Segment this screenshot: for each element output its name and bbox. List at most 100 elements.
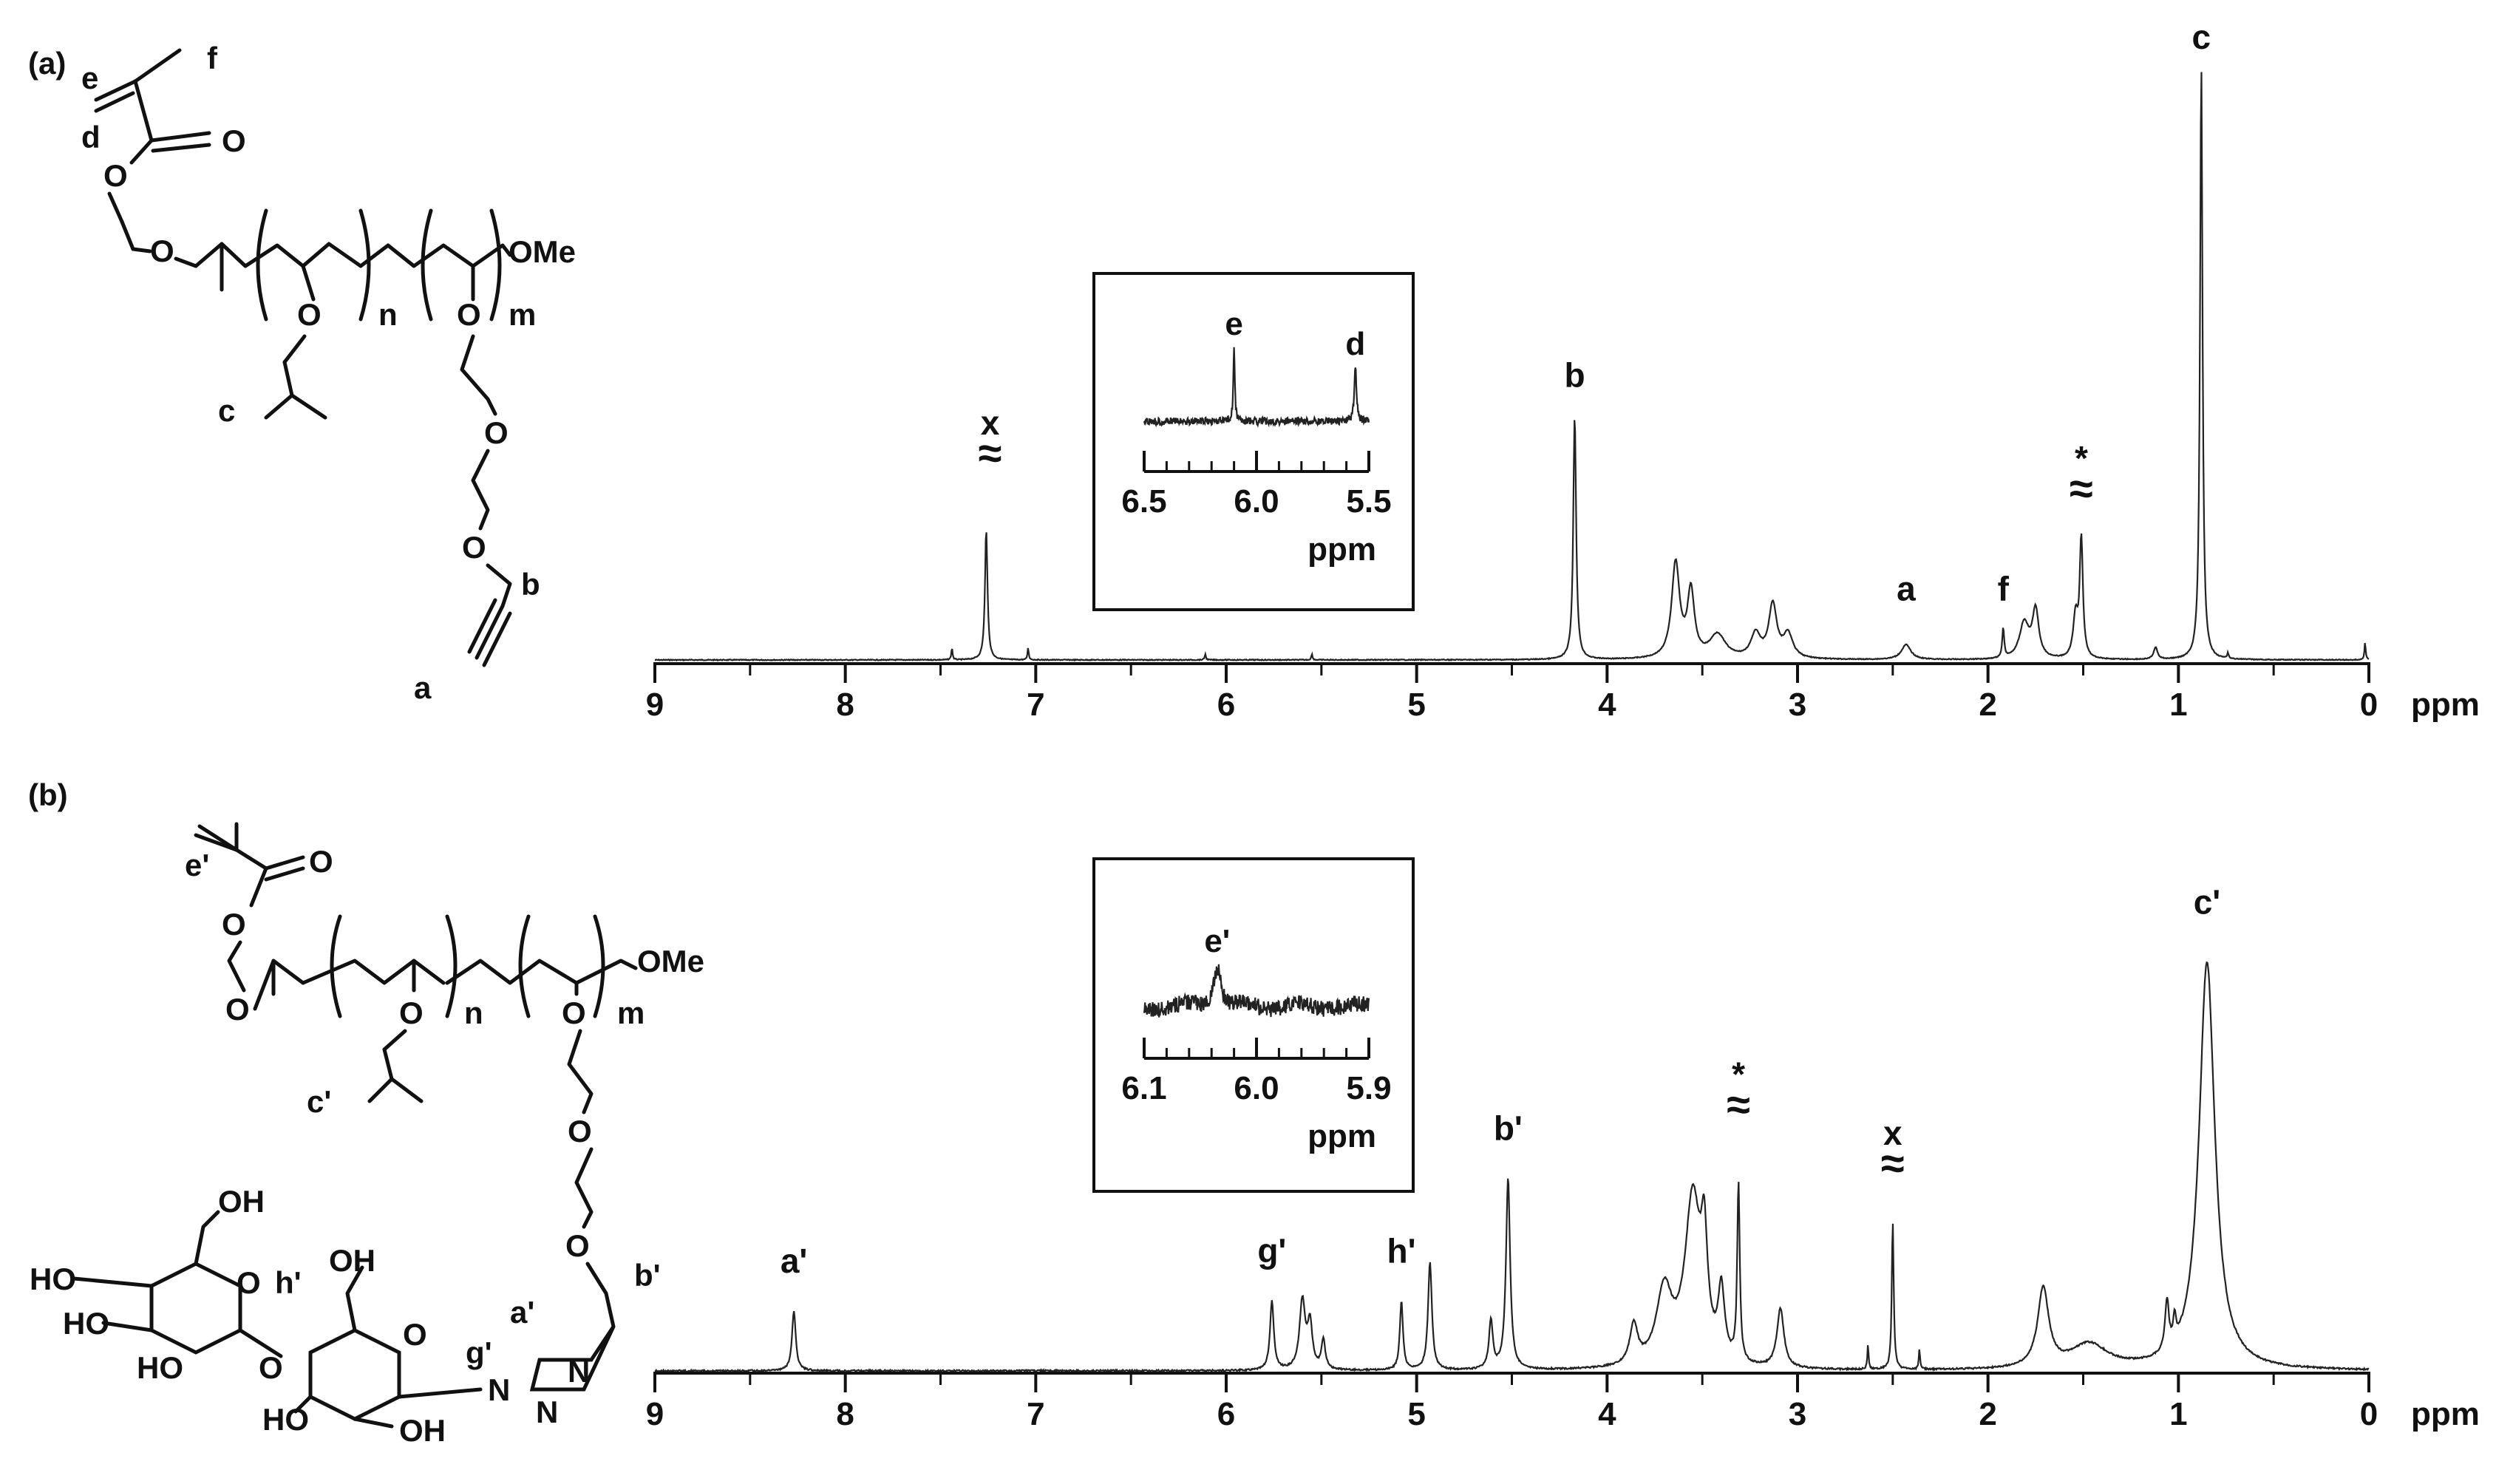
x-tick-label: 0: [2360, 687, 2378, 723]
proton-label-b-prime: b': [634, 1258, 661, 1293]
proton-label-h-prime: h': [275, 1265, 302, 1300]
x-tick-label: 3: [1789, 687, 1806, 723]
bracket-close-n-b: [445, 914, 458, 1018]
atom-label: N: [488, 1372, 510, 1407]
x-tick-label: 4: [1598, 1396, 1616, 1432]
proton-label-e: e: [81, 61, 98, 95]
bracket-open-n: [256, 208, 268, 321]
atom-label: O: [259, 1350, 283, 1385]
atom-label: OH: [329, 1243, 375, 1278]
inset-frame: [1092, 272, 1415, 611]
x-tick-label: 2: [1979, 687, 1996, 723]
axis-break-mark: ≈: [1881, 1140, 1905, 1188]
x-tick-label: 9: [646, 687, 664, 723]
panel-label-a: (a): [28, 46, 66, 81]
inset-tick-label: 5.5: [1346, 483, 1391, 520]
x-tick-label: 6: [1217, 687, 1235, 723]
inset-b: 6.1 6.0 5.9 ppm e': [1092, 857, 1415, 1193]
subscript-n-b: n: [464, 995, 483, 1030]
proton-label-f: f: [207, 41, 218, 75]
proton-label-g-prime: g': [466, 1335, 492, 1370]
inset-tick-label: 6.1: [1121, 1070, 1166, 1106]
atom-label: O: [562, 995, 586, 1030]
proton-label-c-prime: c': [307, 1084, 331, 1119]
atom-label-ome: OMe: [509, 234, 576, 269]
structure-a: (a) O O O O n O OMe m O: [28, 41, 576, 705]
x-tick-label: 4: [1598, 687, 1616, 723]
bracket-close-m-b: [593, 914, 605, 1018]
subscript-n: n: [378, 297, 398, 332]
atom-label: O: [225, 992, 250, 1027]
inset-peak-label: d: [1345, 326, 1365, 362]
x-tick-label: 0: [2360, 1396, 2378, 1432]
atom-label-ome-b: OMe: [637, 944, 704, 978]
spectrum-a: x≈ba f*≈c: [654, 18, 2370, 662]
inset-peak-label: e': [1204, 923, 1230, 959]
peak-label: *: [2075, 439, 2088, 477]
atom-label: O: [103, 158, 128, 193]
proton-label-a-prime: a': [510, 1295, 534, 1330]
peak-label: a: [1897, 570, 1916, 608]
atom-label: O: [484, 415, 509, 450]
peak-label: c': [2194, 883, 2221, 922]
peak-label: x: [1883, 1114, 1902, 1152]
axis-break-mark: ≈: [2070, 465, 2093, 513]
atom-label: O: [150, 234, 174, 268]
bracket-close-m: [489, 208, 502, 321]
atom-label: O: [565, 1228, 590, 1263]
x-tick-label: 5: [1407, 687, 1425, 723]
atom-label: O: [457, 297, 481, 332]
peak-label: h': [1387, 1232, 1416, 1270]
atom-label: O: [462, 530, 486, 565]
x-tick-label: 1: [2169, 687, 2187, 723]
axis-break-mark: ≈: [979, 429, 1002, 477]
x-tick-label: 8: [836, 687, 854, 723]
atom-label: O: [403, 1317, 427, 1352]
proton-label-e-prime: e': [185, 848, 209, 882]
x-tick-label: 1: [2169, 1396, 2187, 1432]
inset-tick-label: 6.0: [1234, 483, 1279, 520]
inset-tick-label: 6.0: [1234, 1070, 1279, 1106]
peak-label: b': [1494, 1109, 1523, 1147]
structure-b: (b) O O O O n O OMe m O O: [28, 777, 704, 1448]
inset-x-label: ppm: [1307, 1118, 1376, 1154]
spectrum-trace: [654, 961, 2370, 1374]
atom-label: O: [237, 1265, 261, 1300]
inset-trace: [1143, 347, 1370, 429]
spectrum-b: a' g' h'b'*≈x≈c': [654, 883, 2370, 1374]
bracket-open-m-b: [518, 914, 531, 1018]
x-tick-label: 6: [1217, 1396, 1235, 1432]
panel-label-b: (b): [28, 777, 68, 812]
inset-tick-label: 6.5: [1121, 483, 1166, 520]
inset-frame: [1092, 857, 1415, 1193]
atom-label: O: [568, 1114, 592, 1148]
x-axis-label: ppm: [2411, 1396, 2480, 1432]
atom-label: HO: [137, 1350, 183, 1385]
inset-a: 6.5 6.0 5.5 ppm e d: [1092, 272, 1415, 611]
proton-label-b: b: [521, 567, 540, 602]
x-axis-b: 9 8 7 6 5 4 3 2 1 0 ppm: [646, 1372, 2480, 1432]
x-tick-label: 2: [1979, 1396, 1996, 1432]
atom-label: O: [297, 297, 322, 332]
peak-label: c: [2191, 18, 2211, 56]
bracket-open-n-b: [330, 914, 342, 1018]
peak-label: *: [1732, 1055, 1745, 1093]
inset-x-label: ppm: [1307, 531, 1376, 568]
inset-peak-label: e: [1225, 306, 1242, 342]
subscript-m: m: [509, 297, 536, 332]
inset-trace: [1143, 964, 1370, 1018]
atom-label: O: [222, 123, 246, 158]
x-tick-label: 7: [1027, 1396, 1044, 1432]
proton-label-d: d: [81, 120, 101, 154]
atom-label: O: [399, 995, 424, 1030]
x-axis-label: ppm: [2411, 687, 2480, 723]
inset-tick-label: 5.9: [1346, 1070, 1391, 1106]
atom-label: HO: [30, 1262, 76, 1296]
peak-label: g': [1257, 1232, 1286, 1270]
atom-label: OH: [218, 1184, 265, 1219]
x-tick-label: 9: [646, 1396, 664, 1432]
x-tick-label: 8: [836, 1396, 854, 1432]
atom-label: OH: [399, 1413, 446, 1448]
axis-break-mark: ≈: [1727, 1080, 1750, 1129]
atom-label: HO: [63, 1306, 109, 1341]
